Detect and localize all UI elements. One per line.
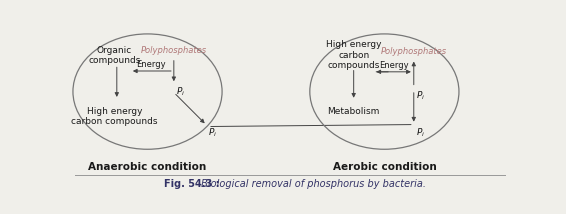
Text: $P_i$: $P_i$ [208, 126, 217, 139]
Text: Organic
compounds: Organic compounds [88, 46, 141, 65]
Text: Fig. 54.3 :: Fig. 54.3 : [164, 178, 219, 189]
Text: Biological removal of phosphorus by bacteria.: Biological removal of phosphorus by bact… [198, 178, 426, 189]
Text: Polyphosphates: Polyphosphates [381, 47, 447, 56]
Text: Polyphosphates: Polyphosphates [141, 46, 207, 55]
Text: Anaerobic condition: Anaerobic condition [88, 162, 207, 172]
Text: Energy: Energy [136, 59, 166, 68]
Text: High energy
carbon
compounds: High energy carbon compounds [326, 40, 381, 70]
Text: $P_i$: $P_i$ [416, 126, 425, 139]
Text: $P_i$: $P_i$ [176, 86, 185, 98]
Text: $P_i$: $P_i$ [416, 89, 425, 102]
Text: Energy: Energy [379, 61, 409, 70]
Text: High energy
carbon compounds: High energy carbon compounds [71, 107, 158, 126]
Text: Aerobic condition: Aerobic condition [332, 162, 436, 172]
Text: Metabolism: Metabolism [328, 107, 380, 116]
